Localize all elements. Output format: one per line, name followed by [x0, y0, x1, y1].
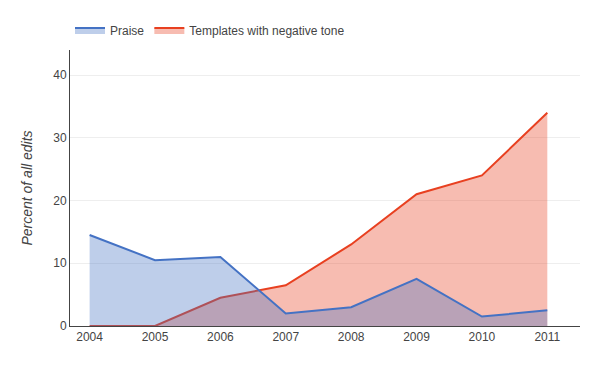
svg-text:Percent of all edits: Percent of all edits: [19, 130, 35, 245]
svg-text:2004: 2004: [76, 330, 103, 344]
svg-text:10: 10: [53, 256, 67, 270]
svg-text:Templates with negative tone: Templates with negative tone: [189, 24, 344, 38]
svg-text:2010: 2010: [469, 330, 496, 344]
svg-text:2005: 2005: [142, 330, 169, 344]
svg-text:2009: 2009: [403, 330, 430, 344]
svg-text:30: 30: [53, 131, 67, 145]
svg-text:2008: 2008: [338, 330, 365, 344]
svg-text:Praise: Praise: [110, 24, 144, 38]
svg-text:2011: 2011: [534, 330, 560, 344]
svg-text:2006: 2006: [207, 330, 234, 344]
svg-text:40: 40: [53, 68, 67, 82]
svg-text:2007: 2007: [272, 330, 299, 344]
svg-text:20: 20: [53, 194, 67, 208]
svg-text:0: 0: [60, 319, 67, 333]
